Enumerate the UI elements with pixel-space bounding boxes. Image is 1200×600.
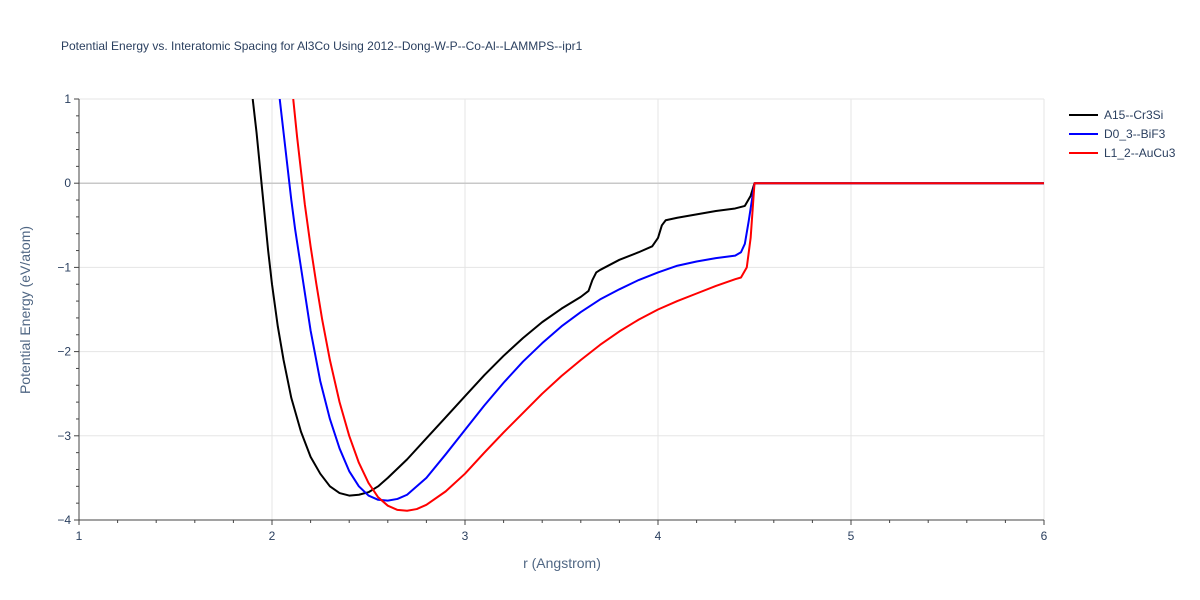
y-tick-label: −1 [57, 260, 71, 274]
legend-label: D0_3--BiF3 [1104, 127, 1166, 141]
y-tick-label: −4 [57, 513, 71, 527]
series-lines [251, 99, 1044, 512]
axes [74, 98, 1045, 525]
tick-labels: 1 2 3 4 5 6 1 0 −1 −2 −3 −4 [57, 92, 1047, 543]
legend-item-0[interactable]: A15--Cr3Si [1069, 108, 1163, 122]
legend-item-1[interactable]: D0_3--BiF3 [1069, 127, 1166, 141]
legend-item-2[interactable]: L1_2--AuCu3 [1069, 146, 1176, 160]
x-tick-label: 4 [655, 529, 662, 543]
x-tick-label: 5 [848, 529, 855, 543]
x-tick-label: 2 [269, 529, 276, 543]
y-axis-title: Potential Energy (eV/atom) [17, 226, 33, 394]
series-line-1 [278, 99, 1044, 502]
y-tick-label: 1 [64, 92, 71, 106]
x-tick-label: 1 [76, 529, 83, 543]
legend-label: L1_2--AuCu3 [1104, 146, 1176, 160]
y-tick-label: −3 [57, 429, 71, 443]
chart-title: Potential Energy vs. Interatomic Spacing… [61, 39, 583, 53]
series-line-0 [251, 99, 1044, 497]
y-tick-label: −2 [57, 345, 71, 359]
x-tick-label: 6 [1041, 529, 1048, 543]
legend[interactable]: A15--Cr3Si D0_3--BiF3 L1_2--AuCu3 [1069, 108, 1176, 160]
series-line-2 [292, 99, 1044, 512]
y-tick-label: 0 [64, 176, 71, 190]
x-tick-label: 3 [462, 529, 469, 543]
legend-label: A15--Cr3Si [1104, 108, 1163, 122]
x-axis-title: r (Angstrom) [523, 555, 601, 571]
